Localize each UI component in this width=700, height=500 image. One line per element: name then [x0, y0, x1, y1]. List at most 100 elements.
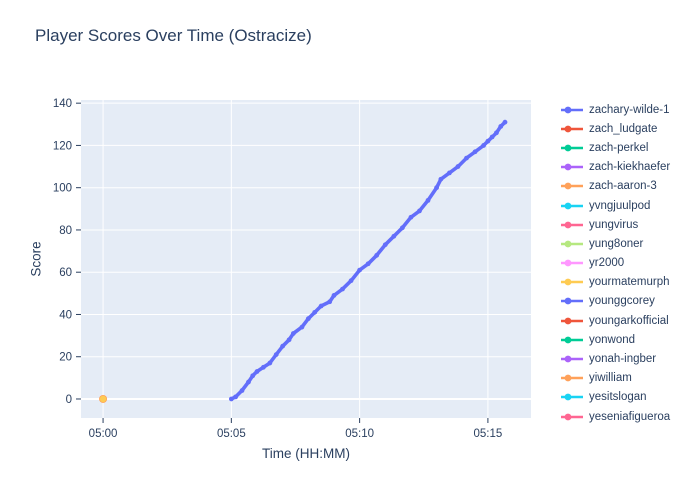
data-point-marker[interactable] — [250, 373, 256, 379]
legend-marker-icon — [564, 317, 572, 325]
legend-item-younggcorey[interactable]: younggcorey — [560, 292, 698, 311]
legend-item-zach_ludgate[interactable]: zach_ludgate — [560, 119, 698, 138]
data-point-marker[interactable] — [417, 208, 422, 214]
legend-item-yr2000[interactable]: yr2000 — [560, 254, 698, 273]
legend-marker-icon — [564, 298, 572, 305]
y-tick-label: 40 — [59, 309, 72, 321]
legend-label: younggcorey — [589, 295, 655, 308]
data-point-marker[interactable] — [280, 343, 286, 349]
legend-item-yiwilliam[interactable]: yiwilliam — [560, 369, 698, 388]
data-point-marker[interactable] — [438, 176, 444, 182]
data-point-marker[interactable] — [327, 299, 333, 305]
data-point-marker[interactable] — [246, 379, 251, 385]
legend-item-youngarkofficial[interactable]: youngarkofficial — [560, 311, 698, 330]
legend-swatch-icon — [561, 278, 583, 286]
legend-swatch-icon — [561, 413, 583, 420]
x-tick-label: 05:00 — [89, 428, 118, 440]
data-point-marker[interactable] — [455, 164, 461, 169]
legend-marker-icon — [564, 240, 572, 248]
data-point-marker[interactable] — [239, 388, 245, 393]
data-point-marker[interactable] — [399, 225, 405, 231]
data-point-marker[interactable] — [261, 364, 266, 370]
data-point-marker[interactable] — [408, 214, 414, 220]
legend-marker-icon — [564, 259, 572, 267]
legend-swatch-icon — [561, 355, 583, 363]
legend-swatch-icon — [561, 221, 583, 229]
data-point-marker[interactable] — [425, 197, 431, 203]
legend-item-zach-kiekhaefer[interactable]: zach-kiekhaefer — [560, 158, 698, 177]
legend-item-yung8oner[interactable]: yung8oner — [560, 234, 698, 253]
legend-item-zach-perkel[interactable]: zach-perkel — [560, 138, 698, 157]
data-point-marker[interactable] — [312, 309, 318, 315]
data-point-marker[interactable] — [464, 155, 469, 161]
data-point-marker[interactable] — [348, 278, 354, 284]
legend-swatch-icon — [561, 106, 583, 113]
x-tick-label: 05:15 — [474, 428, 503, 440]
data-point-marker[interactable] — [286, 337, 292, 343]
legend-marker-icon — [564, 221, 572, 229]
data-point-marker[interactable] — [267, 360, 273, 366]
data-point-marker-yourmatemurph[interactable] — [99, 395, 107, 403]
data-point-marker[interactable] — [374, 252, 380, 258]
data-point-marker[interactable] — [494, 130, 499, 136]
y-tick-label: 20 — [59, 352, 72, 364]
legend-item-yeseniafigueroa[interactable]: yeseniafigueroa — [560, 407, 698, 426]
legend-swatch-icon — [561, 144, 583, 152]
data-point-marker[interactable] — [331, 293, 337, 298]
legend-marker-icon — [564, 144, 572, 152]
data-point-marker[interactable] — [254, 369, 260, 374]
legend-item-yonah-ingber[interactable]: yonah-ingber — [560, 349, 698, 368]
legend-item-yourmatemurph[interactable]: yourmatemurph — [560, 273, 698, 292]
legend-label: yonah-ingber — [589, 353, 657, 366]
data-point-marker[interactable] — [299, 324, 305, 330]
legend-item-yesitslogan[interactable]: yesitslogan — [560, 388, 698, 407]
data-point-marker[interactable] — [273, 352, 279, 358]
legend-marker-icon — [564, 394, 572, 401]
data-point-marker[interactable] — [481, 143, 487, 148]
data-point-marker[interactable] — [290, 331, 296, 336]
legend-label: zach-aaron-3 — [589, 180, 657, 193]
legend-label: yr2000 — [589, 257, 625, 270]
data-point-marker[interactable] — [228, 396, 234, 402]
legend-label: yourmatemurph — [589, 276, 670, 289]
legend-label: yungvirus — [589, 218, 639, 231]
legend-item-zach-aaron-3[interactable]: zach-aaron-3 — [560, 177, 698, 196]
legend-item-zachary-wilde-1[interactable]: zachary-wilde-1 — [560, 100, 698, 119]
legend-item-yungvirus[interactable]: yungvirus — [560, 215, 698, 234]
legend-marker-icon — [564, 163, 572, 171]
legend-swatch-icon — [561, 202, 583, 209]
data-point-marker[interactable] — [357, 267, 363, 273]
data-point-marker[interactable] — [485, 138, 491, 144]
legend-label: yvngjuulpod — [589, 199, 651, 212]
legend-marker-icon — [564, 106, 572, 113]
legend-item-yvngjuulpod[interactable]: yvngjuulpod — [560, 196, 698, 215]
data-point-marker[interactable] — [391, 233, 397, 239]
legend-marker-icon — [564, 336, 572, 344]
legend-swatch-icon — [561, 259, 583, 267]
legend-label: zachary-wilde-1 — [589, 103, 670, 116]
legend-label: yung8oner — [589, 237, 644, 250]
y-tick-label: 140 — [53, 98, 72, 110]
data-point-marker[interactable] — [489, 134, 495, 140]
data-point-marker[interactable] — [472, 149, 478, 155]
legend-swatch-icon — [561, 336, 583, 344]
legend-marker-icon — [564, 125, 572, 133]
data-point-marker[interactable] — [382, 242, 388, 248]
plot-area[interactable] — [81, 100, 531, 418]
data-point-marker[interactable] — [305, 316, 311, 322]
data-point-marker[interactable] — [447, 170, 452, 176]
y-tick-label: 100 — [53, 183, 72, 195]
legend-swatch-icon — [561, 240, 583, 248]
legend-label: zach-kiekhaefer — [589, 161, 671, 174]
data-point-marker[interactable] — [318, 303, 324, 309]
data-point-marker[interactable] — [340, 286, 345, 292]
legend-item-yonwond[interactable]: yonwond — [560, 330, 698, 349]
data-point-marker[interactable] — [498, 124, 504, 129]
data-point-marker[interactable] — [502, 119, 508, 125]
data-point-marker[interactable] — [233, 394, 239, 400]
legend-label: zach_ludgate — [589, 122, 658, 135]
data-point-marker[interactable] — [365, 261, 371, 267]
data-point-marker[interactable] — [434, 185, 439, 191]
legend-label: youngarkofficial — [589, 314, 669, 327]
